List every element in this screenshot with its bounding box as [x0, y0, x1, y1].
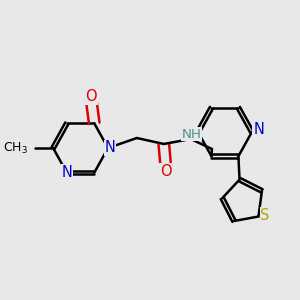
- Text: N: N: [104, 140, 115, 155]
- Text: O: O: [160, 164, 172, 178]
- Text: NH: NH: [182, 128, 202, 140]
- Text: N: N: [253, 122, 264, 137]
- Text: S: S: [260, 208, 270, 223]
- Text: CH$_3$: CH$_3$: [3, 140, 28, 155]
- Text: O: O: [85, 89, 97, 104]
- Text: N: N: [61, 165, 72, 180]
